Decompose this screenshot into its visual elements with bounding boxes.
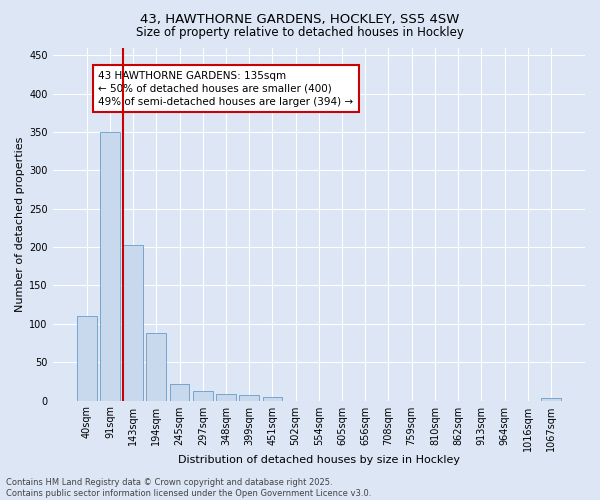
X-axis label: Distribution of detached houses by size in Hockley: Distribution of detached houses by size … bbox=[178, 455, 460, 465]
Bar bbox=[77, 316, 97, 400]
Text: 43 HAWTHORNE GARDENS: 135sqm
← 50% of detached houses are smaller (400)
49% of s: 43 HAWTHORNE GARDENS: 135sqm ← 50% of de… bbox=[98, 70, 353, 107]
Bar bbox=[170, 384, 190, 400]
Bar bbox=[123, 245, 143, 400]
Bar bbox=[239, 395, 259, 400]
Bar bbox=[146, 333, 166, 400]
Text: Contains HM Land Registry data © Crown copyright and database right 2025.
Contai: Contains HM Land Registry data © Crown c… bbox=[6, 478, 371, 498]
Text: Size of property relative to detached houses in Hockley: Size of property relative to detached ho… bbox=[136, 26, 464, 39]
Bar bbox=[100, 132, 120, 400]
Bar bbox=[193, 390, 212, 400]
Text: 43, HAWTHORNE GARDENS, HOCKLEY, SS5 4SW: 43, HAWTHORNE GARDENS, HOCKLEY, SS5 4SW bbox=[140, 12, 460, 26]
Bar bbox=[216, 394, 236, 400]
Bar bbox=[263, 397, 282, 400]
Y-axis label: Number of detached properties: Number of detached properties bbox=[15, 136, 25, 312]
Bar bbox=[541, 398, 561, 400]
